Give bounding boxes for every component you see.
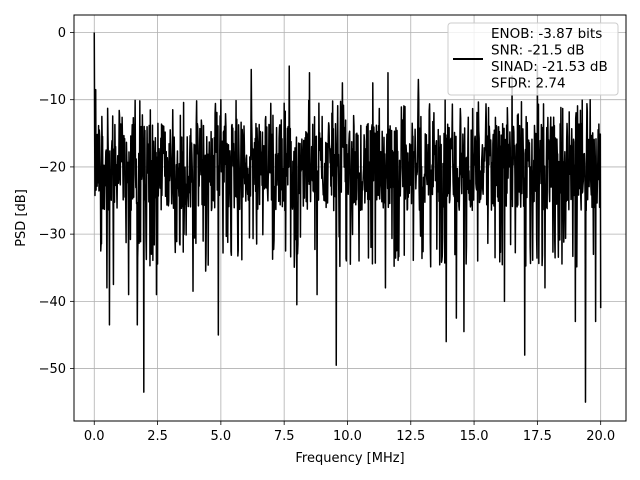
x-tick-label: 2.5: [147, 429, 168, 444]
legend-line-2: SNR: -21.5 dB: [491, 43, 585, 59]
y-tick-label: −10: [39, 93, 66, 108]
legend-entry-label: ENOB: -3.87 bits SNR: -21.5 dB SINAD: -21.…: [491, 26, 608, 92]
legend: ENOB: -3.87 bits SNR: -21.5 dB SINAD: -21.…: [447, 22, 619, 96]
psd-series: [93, 32, 602, 403]
x-axis: 0.0 2.5 5.0 7.5 10.0 12.5 15.0 17.5 20.0: [84, 421, 615, 444]
y-tick-label: −20: [39, 160, 66, 175]
legend-box: [447, 22, 619, 96]
psd-line: [93, 32, 602, 403]
y-axis-label: PSD [dB]: [14, 189, 29, 247]
x-tick-label: 15.0: [460, 429, 489, 444]
y-tick-label: −50: [39, 362, 66, 377]
legend-line-1: ENOB: -3.87 bits: [491, 26, 602, 42]
x-axis-label: Frequency [MHz]: [295, 451, 404, 466]
legend-line-3: SINAD: -21.53 dB: [491, 59, 608, 75]
plot-frame: [73, 14, 627, 422]
x-tick-label: 5.0: [211, 429, 232, 444]
x-tick-label: 10.0: [333, 429, 362, 444]
x-tick-label: 17.5: [523, 429, 552, 444]
x-tick-label: 0.0: [84, 429, 105, 444]
y-tick-label: −40: [39, 295, 66, 310]
x-tick-label: 7.5: [274, 429, 295, 444]
x-tick-label: 20.0: [586, 429, 615, 444]
y-axis: 0 −10 −20 −30 −40 −50: [39, 26, 74, 377]
y-tick-label: 0: [58, 26, 66, 41]
legend-line-4: SFDR: 2.74: [491, 76, 566, 92]
x-tick-label: 12.5: [396, 429, 425, 444]
y-tick-label: −30: [39, 228, 66, 243]
